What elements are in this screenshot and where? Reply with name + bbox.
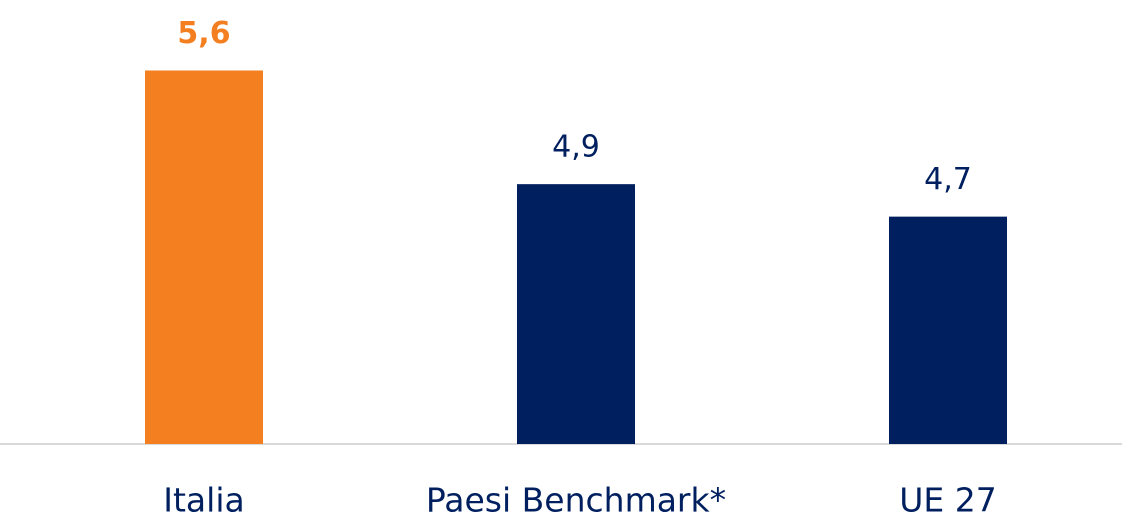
bar [517,184,635,444]
bar [889,216,1007,444]
x-tick-label: Italia [163,481,244,520]
bar [145,70,263,444]
value-label: 5,6 [177,16,230,51]
value-label: 4,7 [924,162,972,197]
x-tick-label: UE 27 [899,481,997,520]
x-tick-label: Paesi Benchmark* [426,481,726,520]
value-label: 4,9 [552,130,600,165]
